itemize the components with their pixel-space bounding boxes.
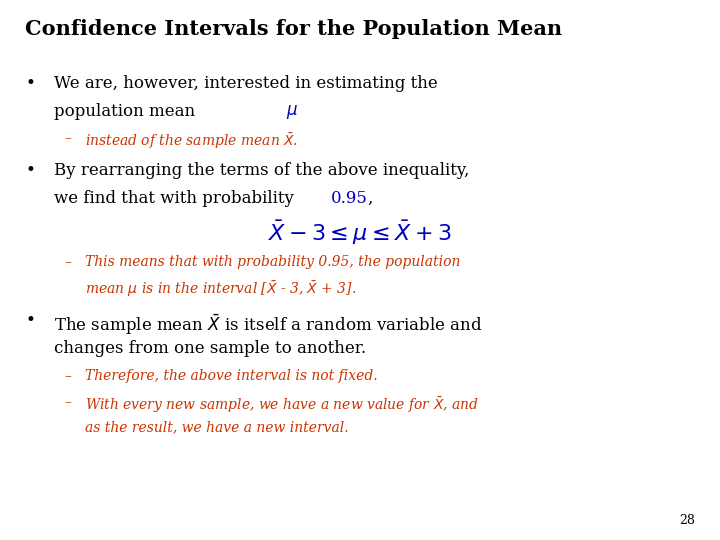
Text: –: –	[65, 369, 72, 383]
Text: $\mu$: $\mu$	[286, 103, 298, 120]
Text: Therefore, the above interval is not fixed.: Therefore, the above interval is not fix…	[85, 369, 377, 383]
Text: we find that with probability: we find that with probability	[54, 190, 299, 207]
Text: The sample mean $\bar{X}$ is itself a random variable and: The sample mean $\bar{X}$ is itself a ra…	[54, 312, 482, 336]
Text: 0.95: 0.95	[330, 190, 367, 207]
Text: mean $\mu$ is in the interval [$\bar{X}$ - 3, $\bar{X}$ + 3].: mean $\mu$ is in the interval [$\bar{X}$…	[85, 279, 356, 299]
Text: population mean: population mean	[54, 103, 200, 119]
Text: $\bar{X} - 3 \leq \mu \leq \bar{X} + 3$: $\bar{X} - 3 \leq \mu \leq \bar{X} + 3$	[269, 218, 451, 247]
Text: We are, however, interested in estimating the: We are, however, interested in estimatin…	[54, 75, 438, 91]
Text: By rearranging the terms of the above inequality,: By rearranging the terms of the above in…	[54, 162, 469, 179]
Text: 28: 28	[679, 514, 695, 526]
Text: ,: ,	[367, 190, 372, 207]
Text: Confidence Intervals for the Population Mean: Confidence Intervals for the Population …	[25, 19, 562, 39]
Text: –: –	[65, 255, 72, 269]
Text: as the result, we have a new interval.: as the result, we have a new interval.	[85, 420, 348, 434]
Text: With every new sample, we have a new value for $\bar{X}$, and: With every new sample, we have a new val…	[85, 395, 479, 415]
Text: –: –	[65, 131, 72, 145]
Text: instead of the sample mean $\bar{X}$.: instead of the sample mean $\bar{X}$.	[85, 131, 298, 151]
Text: This means that with probability 0.95, the population: This means that with probability 0.95, t…	[85, 255, 460, 269]
Text: •: •	[25, 162, 35, 179]
Text: changes from one sample to another.: changes from one sample to another.	[54, 340, 366, 357]
Text: –: –	[65, 395, 72, 409]
Text: •: •	[25, 312, 35, 329]
Text: •: •	[25, 75, 35, 91]
